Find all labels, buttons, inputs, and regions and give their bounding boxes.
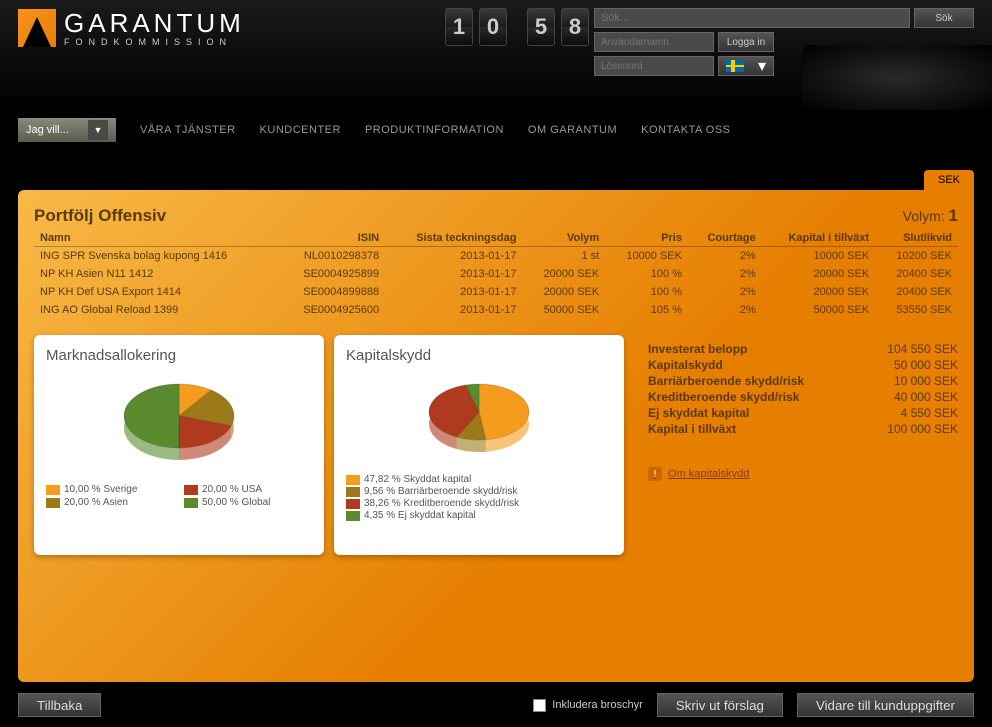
password-input[interactable] <box>594 56 714 76</box>
nav-vara-tjanster[interactable]: VÅRA TJÄNSTER <box>140 124 236 136</box>
login-button[interactable]: Logga in <box>718 32 774 52</box>
clock-m2: 8 <box>561 8 589 46</box>
briefcase-image <box>802 45 992 110</box>
legend-item: 38,26 % Kreditberoende skydd/risk <box>346 498 612 509</box>
about-kapitalskydd-link[interactable]: ! Om kapitalskydd <box>648 467 958 481</box>
legend-item: 20,00 % USA <box>184 484 312 495</box>
warning-icon: ! <box>648 467 662 481</box>
flag-se-icon <box>726 60 744 72</box>
kapitalskydd-card: Kapitalskydd 47,82 % Skyddat kapital9,56… <box>334 335 624 555</box>
nav-kundcenter[interactable]: KUNDCENTER <box>260 124 341 136</box>
summary-row: Ej skyddat kapital4 550 SEK <box>648 405 958 421</box>
logo[interactable]: GARANTUM FONDKOMMISSION <box>18 8 245 47</box>
legend-item: 9,56 % Barriärberoende skydd/risk <box>346 486 612 497</box>
clock-h2: 0 <box>479 8 507 46</box>
market-allocation-card: Marknadsallokering 10,00 % Sverige 20,00 … <box>34 335 324 555</box>
table-header: Sista teckningsdag <box>385 230 522 247</box>
summary-row: Kapital i tillväxt100 000 SEK <box>648 421 958 437</box>
chart2-title: Kapitalskydd <box>346 347 612 364</box>
portfolio-volume: Volym: 1 <box>903 206 958 226</box>
chevron-down-icon: ▾ <box>758 56 766 76</box>
username-input[interactable] <box>594 32 714 52</box>
table-header: Pris <box>605 230 688 247</box>
nav-kontakta-oss[interactable]: KONTAKTA OSS <box>641 124 730 136</box>
portfolio-panel: Portfölj Offensiv Volym: 1 NamnISINSista… <box>18 190 974 682</box>
legend-item: 20,00 % Asien <box>46 497 174 508</box>
summary-row: Investerat belopp104 550 SEK <box>648 341 958 357</box>
next-button[interactable]: Vidare till kunduppgifter <box>797 693 974 717</box>
back-button[interactable]: Tillbaka <box>18 693 101 717</box>
summary-box: Investerat belopp104 550 SEKKapitalskydd… <box>648 341 958 481</box>
checkbox-icon <box>533 699 546 712</box>
holdings-table: NamnISINSista teckningsdagVolymPrisCourt… <box>34 230 958 319</box>
table-row[interactable]: ING SPR Svenska bolag kupong 1416NL00102… <box>34 247 958 266</box>
table-header: ISIN <box>278 230 385 247</box>
search-button[interactable]: Sök <box>914 8 974 28</box>
table-header: Namn <box>34 230 278 247</box>
table-header: Kapital i tillväxt <box>762 230 875 247</box>
legend-item: 47,82 % Skyddat kapital <box>346 474 612 485</box>
table-row[interactable]: NP KH Asien N11 1412SE00049258992013-01-… <box>34 265 958 283</box>
table-header: Slutlikvid <box>875 230 958 247</box>
print-button[interactable]: Skriv ut förslag <box>657 693 783 717</box>
jag-vill-label: Jag vill... <box>26 124 69 136</box>
chart1-title: Marknadsallokering <box>46 347 312 364</box>
table-header: Courtage <box>688 230 762 247</box>
table-row[interactable]: ING AO Global Reload 1399SE0004925600201… <box>34 301 958 319</box>
logo-main: GARANTUM <box>64 8 245 39</box>
logo-icon <box>18 9 56 47</box>
chevron-down-icon: ▼ <box>88 120 108 140</box>
summary-row: Kapitalskydd50 000 SEK <box>648 357 958 373</box>
language-select[interactable]: ▾ <box>718 56 774 76</box>
legend-item: 50,00 % Global <box>184 497 312 508</box>
legend-item: 10,00 % Sverige <box>46 484 174 495</box>
nav-om-garantum[interactable]: OM GARANTUM <box>528 124 617 136</box>
kapitalskydd-pie <box>409 374 549 464</box>
table-row[interactable]: NP KH Def USA Export 1414SE0004899888201… <box>34 283 958 301</box>
search-input[interactable] <box>594 8 910 28</box>
clock-m1: 5 <box>527 8 555 46</box>
table-header: Volym <box>522 230 605 247</box>
summary-row: Barriärberoende skydd/risk10 000 SEK <box>648 373 958 389</box>
portfolio-title: Portfölj Offensiv <box>34 206 166 226</box>
logo-sub: FONDKOMMISSION <box>64 37 245 47</box>
jag-vill-dropdown[interactable]: Jag vill... ▼ <box>18 118 116 142</box>
clock-h1: 1 <box>445 8 473 46</box>
include-brochure-checkbox[interactable]: Inkludera broschyr <box>533 699 643 712</box>
legend-item: 4,35 % Ej skyddat kapital <box>346 510 612 521</box>
nav-produktinformation[interactable]: PRODUKTINFORMATION <box>365 124 504 136</box>
market-allocation-pie <box>109 374 249 474</box>
summary-row: Kreditberoende skydd/risk40 000 SEK <box>648 389 958 405</box>
currency-tab-sek[interactable]: SEK <box>924 170 974 190</box>
clock: 1 0 5 8 <box>445 8 589 46</box>
